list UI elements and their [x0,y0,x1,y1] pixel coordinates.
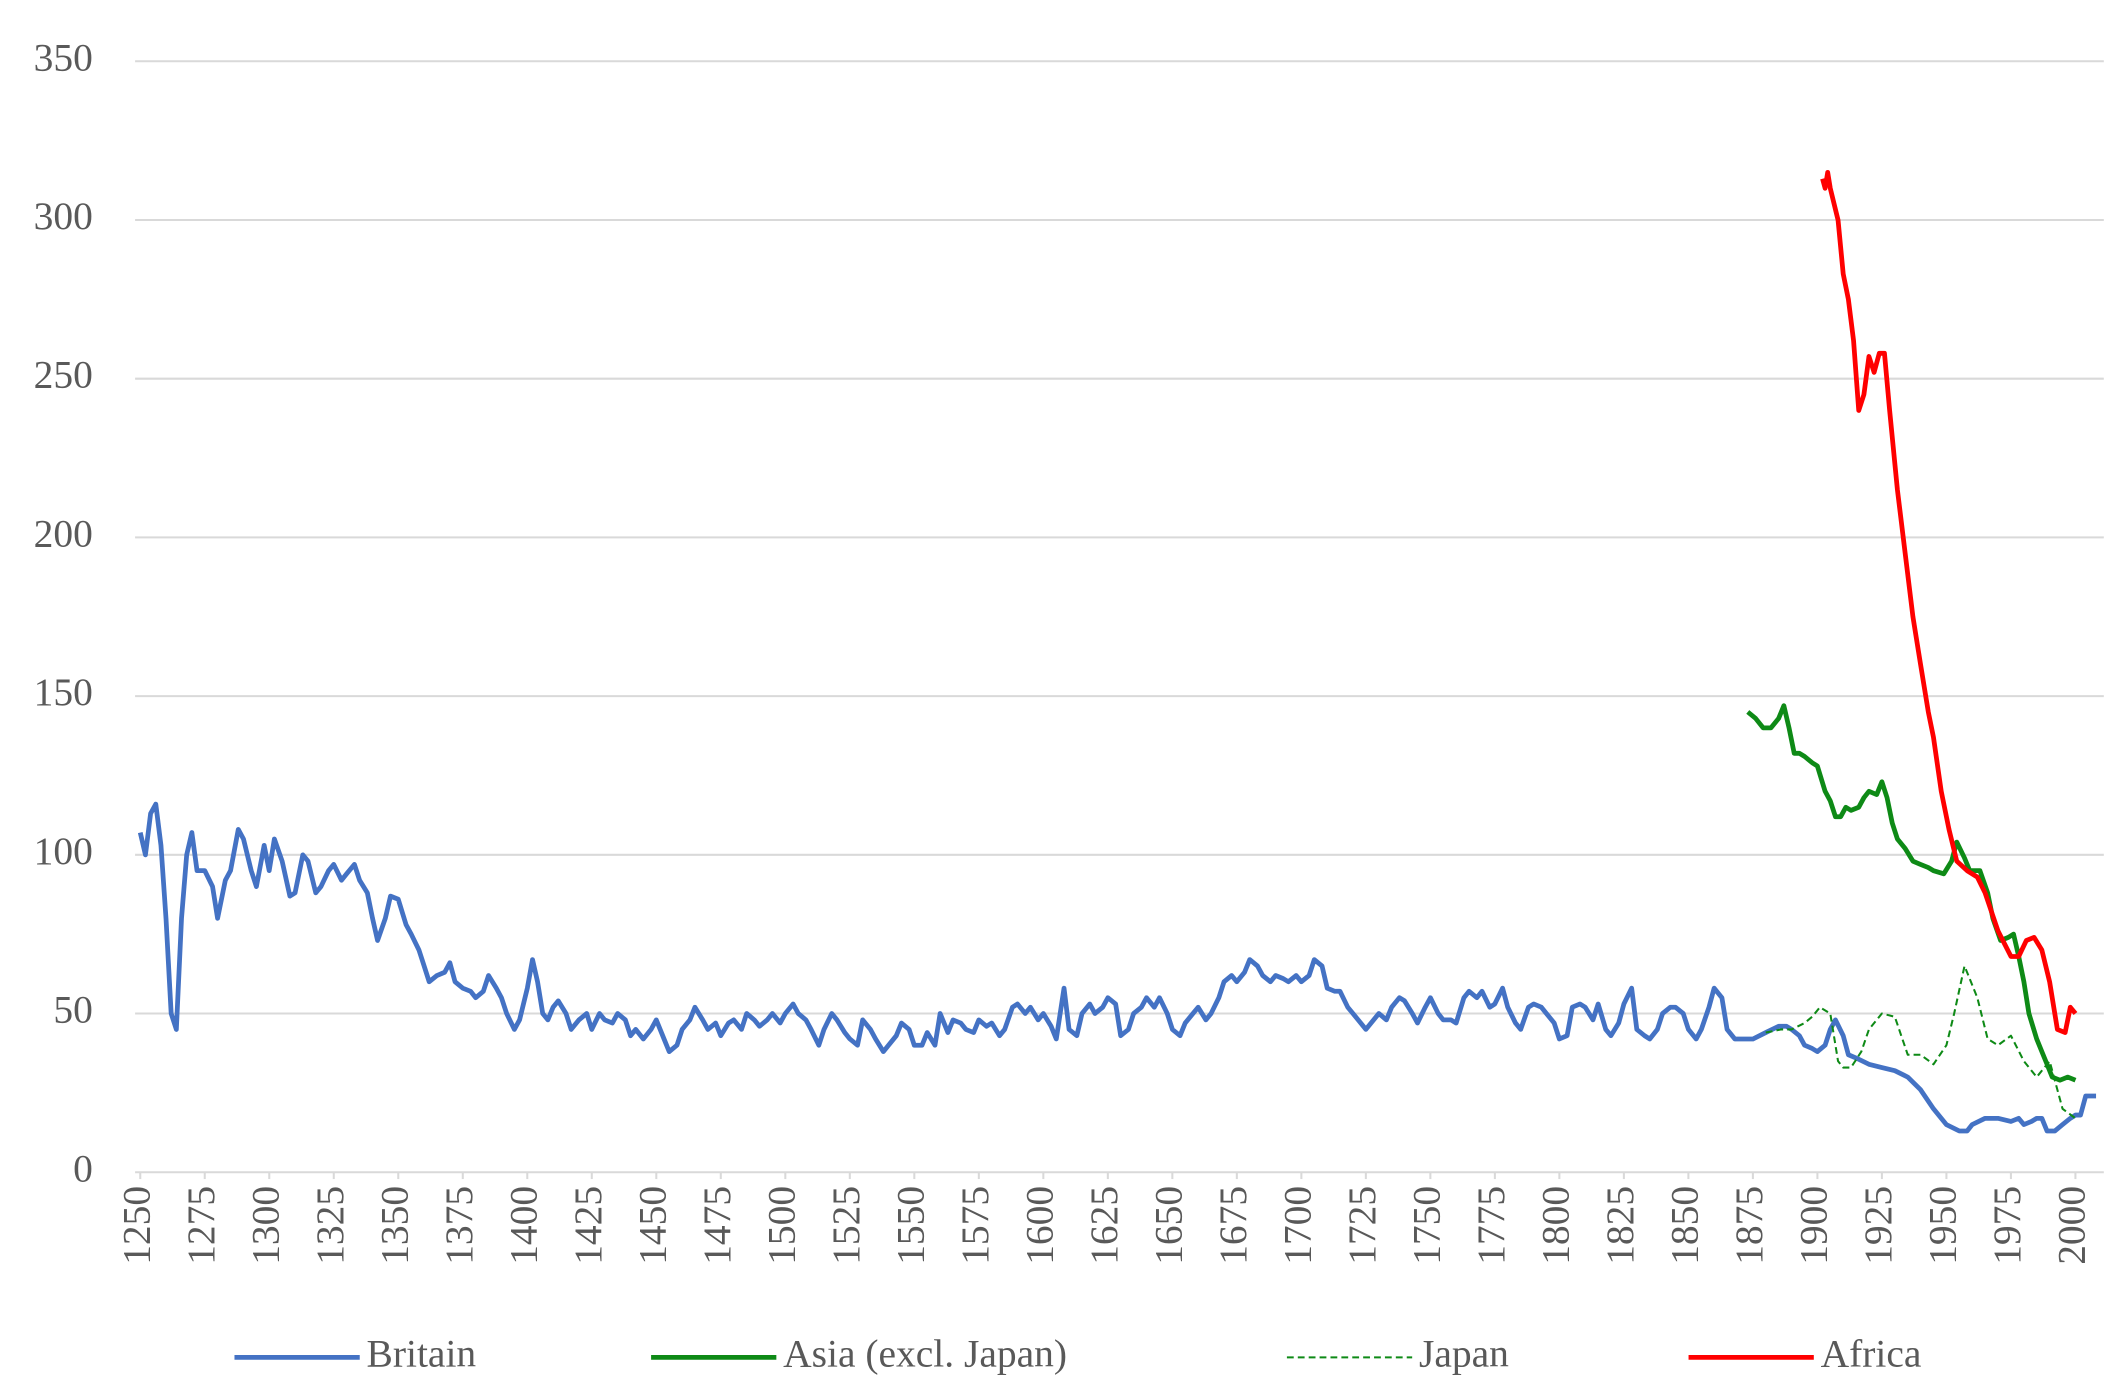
x-tick-label: 1950 [1920,1186,1964,1265]
x-tick-label: 1675 [1211,1186,1255,1265]
x-tick-label: 1275 [179,1186,223,1265]
x-tick-label: 1975 [1985,1186,2029,1265]
y-tick-label: 0 [73,1146,93,1190]
x-tick-label: 1925 [1856,1186,1900,1265]
y-tick-label: 50 [53,988,92,1032]
legend-label: Britain [367,1331,477,1375]
x-tick-label: 1425 [566,1186,610,1265]
x-tick-label: 1725 [1340,1186,1384,1265]
x-tick-label: 1600 [1017,1186,1061,1265]
x-tick-label: 1550 [888,1186,932,1265]
x-tick-label: 1300 [243,1186,287,1265]
x-tick-label: 1475 [695,1186,739,1265]
x-tick-label: 1400 [501,1186,545,1265]
y-tick-label: 350 [34,35,93,79]
legend-label: Asia (excl. Japan) [783,1331,1067,1375]
x-tick-label: 1350 [372,1186,416,1265]
x-tick-label: 1525 [824,1186,868,1265]
series-line [137,801,2097,1134]
x-tick-label: 2000 [2049,1186,2093,1265]
x-tick-label: 1825 [1598,1186,1642,1265]
x-tick-label: 1375 [437,1186,481,1265]
x-tick-label: 1250 [114,1186,158,1265]
legend-label: Africa [1821,1331,1922,1375]
x-tick-label: 1900 [1791,1186,1835,1265]
x-tick-label: 1875 [1727,1186,1771,1265]
x-tick-label: 1650 [1146,1186,1190,1265]
x-tick-label: 1325 [308,1186,352,1265]
x-tick-label: 1850 [1662,1186,1706,1265]
y-tick-label: 300 [34,194,93,238]
legend-label: Japan [1419,1331,1509,1375]
x-tick-label: 1700 [1275,1186,1319,1265]
y-tick-label: 100 [34,829,93,873]
x-tick-label: 1775 [1469,1186,1513,1265]
x-tick-label: 1450 [630,1186,674,1265]
y-tick-label: 250 [34,353,93,397]
x-tick-label: 1575 [953,1186,997,1265]
series-line [1746,703,2077,1083]
series-line [1765,964,2077,1120]
series-line [1820,169,2078,1035]
x-tick-label: 1500 [759,1186,803,1265]
y-tick-label: 150 [34,670,93,714]
x-tick-label: 1750 [1404,1186,1448,1265]
x-tick-label: 1800 [1533,1186,1577,1265]
x-tick-label: 1625 [1082,1186,1126,1265]
y-tick-label: 200 [34,511,93,555]
